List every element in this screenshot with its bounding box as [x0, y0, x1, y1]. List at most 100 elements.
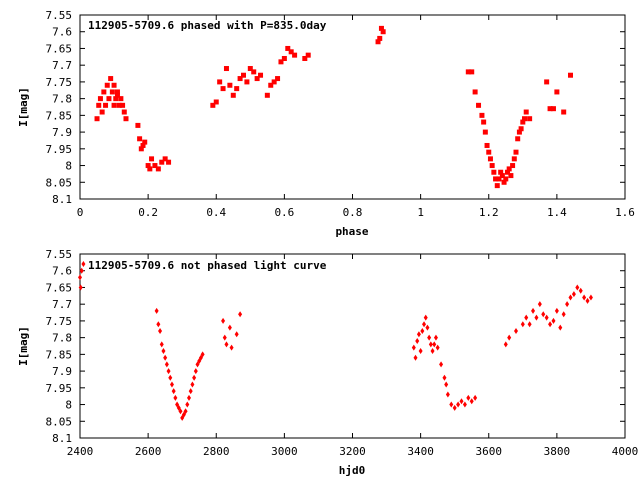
data-point — [156, 321, 161, 328]
data-point — [377, 35, 383, 41]
y-tick-label: 7.7 — [52, 59, 72, 72]
y-tick-label: 7.65 — [46, 42, 73, 55]
data-point — [103, 102, 109, 108]
data-point — [420, 327, 425, 334]
x-tick-label: 1 — [417, 206, 424, 219]
data-point — [465, 69, 471, 75]
data-point — [251, 69, 257, 75]
data-point — [571, 291, 576, 298]
data-point — [430, 348, 435, 355]
data-point — [200, 351, 205, 358]
y-ticks: 7.55 7.6 7.65 7.7 7.75 7.8 7.85 7.9 7.95 8 8.05 8.1 — [46, 9, 625, 206]
data-point — [114, 89, 120, 95]
data-point — [305, 52, 311, 58]
data-point — [285, 45, 291, 51]
y-tick-label: 7.9 — [52, 365, 72, 378]
data-point — [264, 92, 270, 98]
data-point — [565, 301, 570, 308]
data-point — [427, 334, 432, 341]
data-point — [166, 368, 171, 375]
data-point — [501, 179, 507, 185]
data-point — [224, 341, 229, 348]
x-tick-label: 2400 — [67, 445, 94, 458]
data-point — [504, 169, 510, 175]
data-point — [271, 79, 277, 85]
x-tick-label: 2600 — [135, 445, 162, 458]
data-point — [548, 321, 553, 328]
data-point — [482, 129, 488, 135]
data-point — [582, 294, 587, 301]
x-axis-label: hjd0 — [339, 464, 366, 477]
data-point — [158, 327, 163, 334]
data-point — [227, 324, 232, 331]
data-point — [190, 381, 195, 388]
y-tick-label: 8 — [65, 399, 72, 412]
data-point — [155, 166, 161, 172]
data-point — [302, 55, 308, 61]
data-point — [481, 119, 487, 125]
data-point — [473, 394, 478, 401]
data-point — [138, 146, 144, 152]
data-point — [510, 163, 516, 169]
data-point — [168, 374, 173, 381]
data-point — [425, 324, 430, 331]
data-point — [499, 173, 505, 179]
data-point — [459, 398, 464, 405]
data-point — [238, 311, 243, 318]
data-point — [486, 149, 492, 155]
y-tick-label: 8.1 — [52, 193, 72, 206]
y-tick-label: 8.05 — [46, 415, 73, 428]
data-point — [520, 321, 525, 328]
data-point — [169, 381, 174, 388]
data-point — [503, 176, 509, 182]
data-point — [418, 348, 423, 355]
y-axis-label: I[mag] — [17, 326, 30, 366]
y-tick-label: 7.6 — [52, 26, 72, 39]
data-point — [185, 401, 190, 408]
data-point — [152, 163, 158, 169]
data-point — [275, 76, 281, 82]
data-point — [439, 361, 444, 368]
data-point — [104, 82, 110, 88]
x-tick-label: 1.4 — [547, 206, 567, 219]
data-point — [111, 82, 117, 88]
data-point — [544, 314, 549, 321]
data-point — [428, 341, 433, 348]
data-point — [94, 116, 100, 122]
data-point — [78, 274, 82, 281]
x-tick-label: 0.2 — [138, 206, 158, 219]
data-point — [469, 398, 474, 405]
data-point — [227, 82, 233, 88]
chart-title: 112905-5709.6 phased with P=835.0day — [88, 19, 327, 32]
y-tick-label: 7.55 — [46, 248, 73, 261]
y-tick-label: 8.05 — [46, 176, 73, 189]
data-point — [217, 79, 223, 85]
data-point — [161, 348, 166, 355]
y-tick-label: 7.8 — [52, 93, 72, 106]
data-point — [99, 109, 105, 115]
x-axis-label: phase — [335, 225, 368, 238]
data-point — [561, 311, 566, 318]
y-ticks: 7.55 7.6 7.65 7.7 7.75 7.8 7.85 7.9 7.95 8 8.05 8.1 — [46, 248, 625, 445]
data-point — [145, 163, 151, 169]
data-point — [527, 116, 533, 122]
data-point — [444, 381, 449, 388]
y-tick-label: 8 — [65, 160, 72, 173]
data-point — [514, 327, 518, 334]
data-point — [378, 25, 384, 31]
data-point — [550, 106, 556, 112]
y-tick-label: 7.7 — [52, 298, 72, 311]
data-point — [442, 374, 447, 381]
data-point — [81, 261, 86, 268]
data-point — [244, 79, 250, 85]
x-tick-label: 0 — [77, 206, 84, 219]
data-point — [484, 142, 490, 148]
data-point — [494, 183, 500, 189]
data-point — [221, 317, 226, 324]
data-point — [159, 341, 164, 348]
data-point — [109, 89, 115, 95]
data-point — [375, 39, 381, 45]
data-point — [527, 321, 532, 328]
data-point — [466, 394, 471, 401]
data-point — [515, 136, 521, 142]
